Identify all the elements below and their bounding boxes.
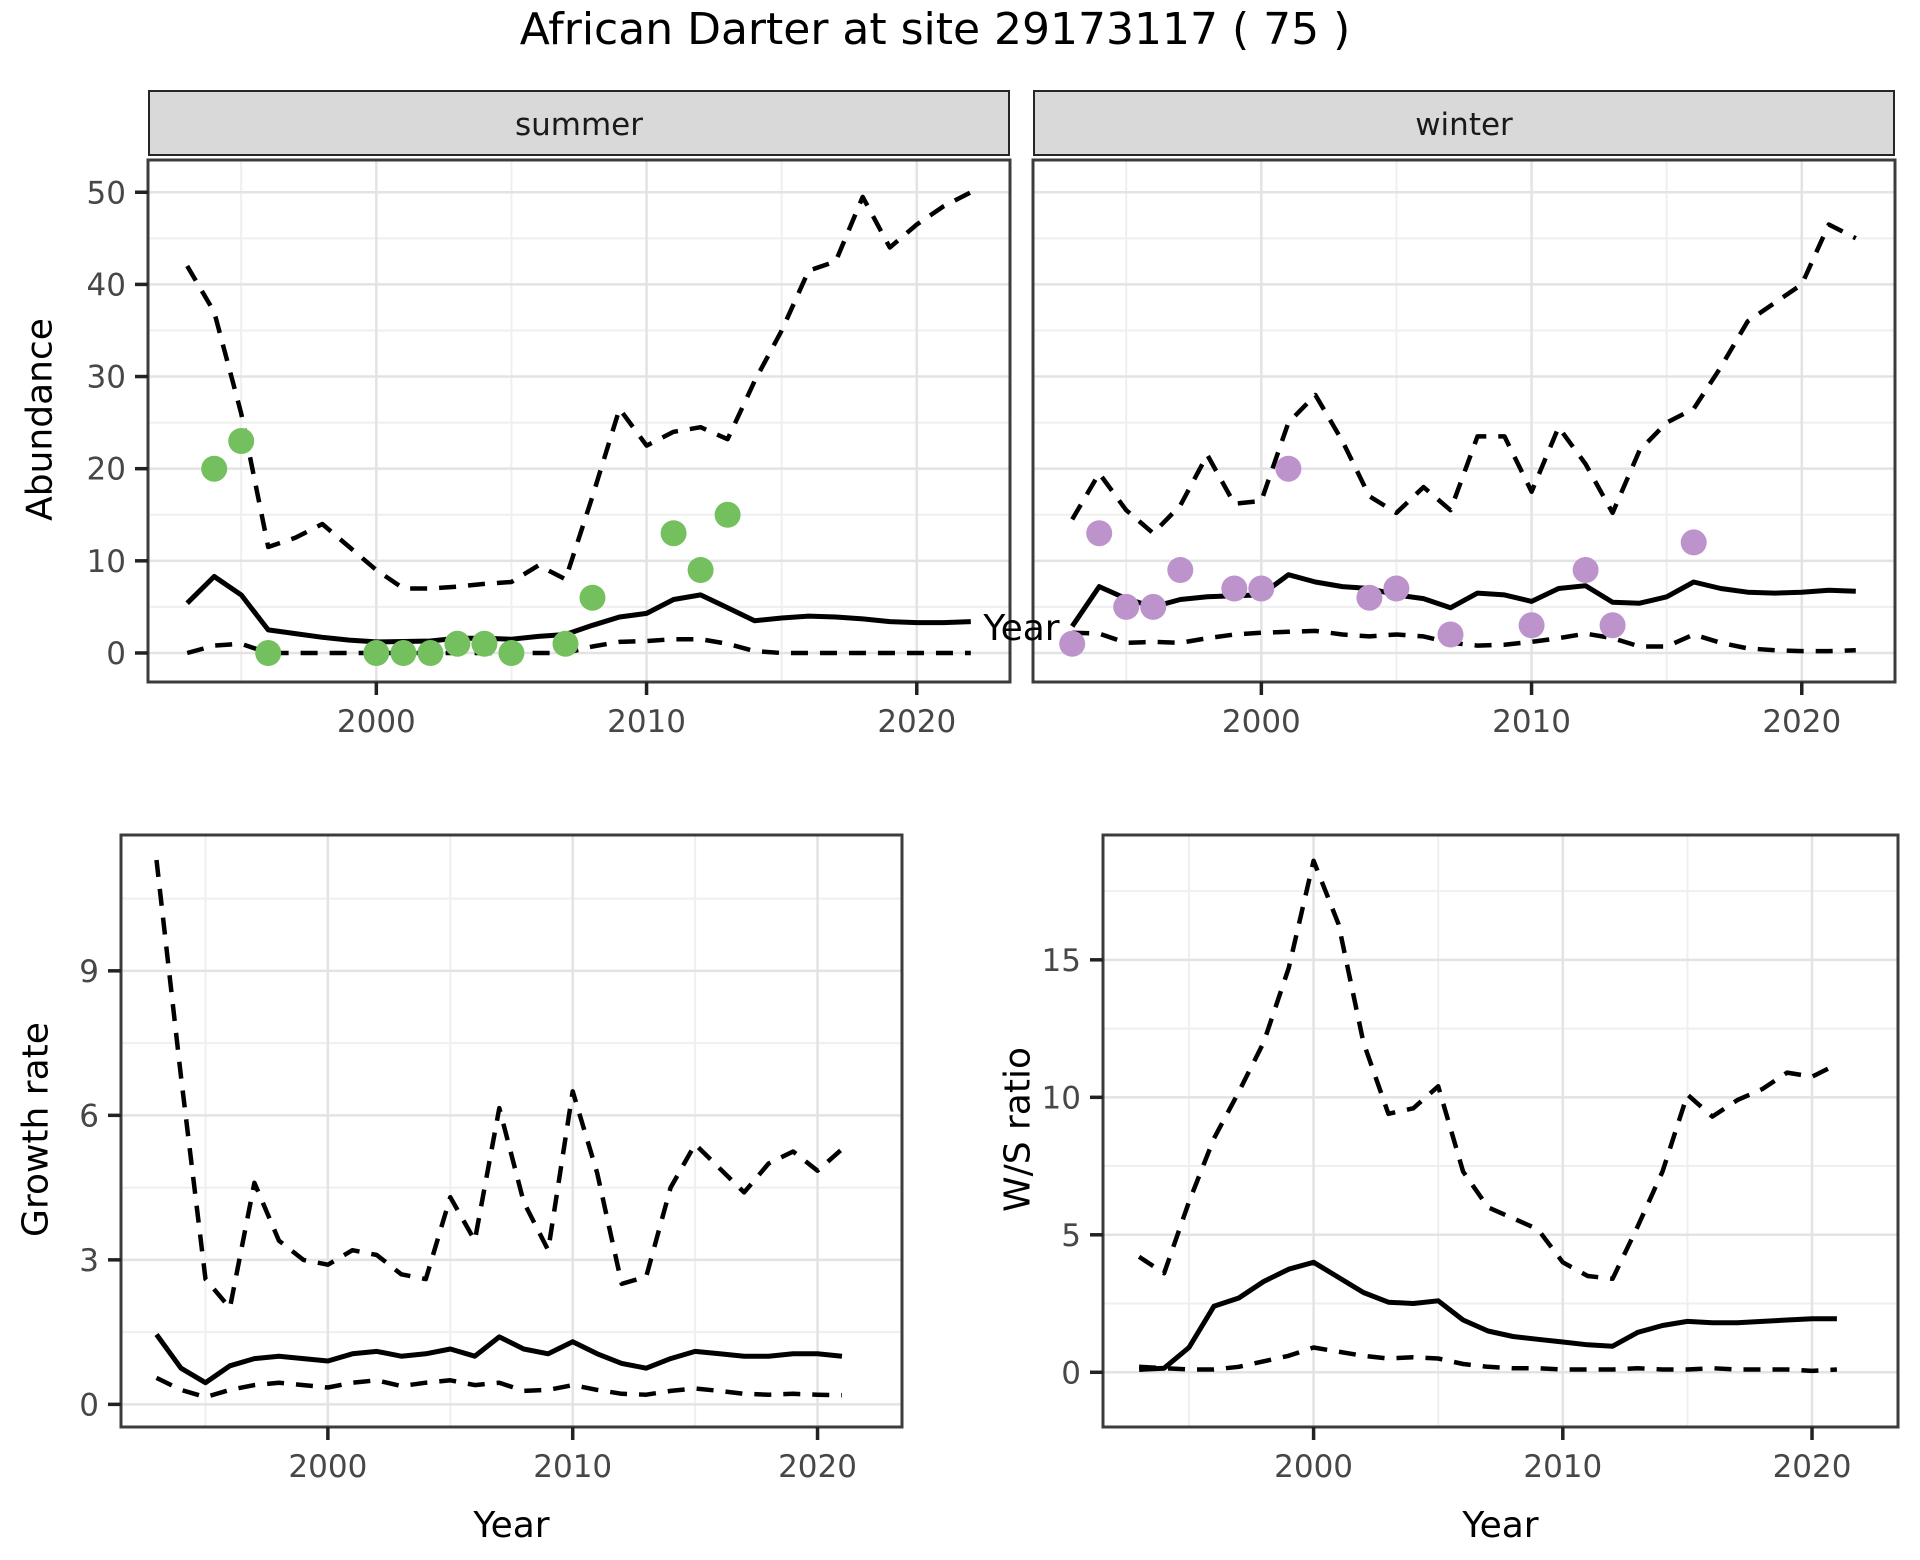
panel-abundance_winter: 2000 2010 2020: [1031, 158, 1897, 740]
data-point-abundance_summer: [363, 640, 390, 666]
facet-strip-winter: winter: [1033, 90, 1895, 156]
y-tick-label: 0: [79, 1387, 99, 1423]
data-point-abundance_winter: [1680, 529, 1707, 556]
y-tick-label: 0: [1061, 1355, 1081, 1391]
y-tick-label: 0: [106, 636, 126, 672]
series-lower_ci: [1072, 628, 1856, 654]
data-point-abundance_winter: [1437, 621, 1464, 648]
data-point-abundance_winter: [1248, 575, 1275, 602]
data-point-abundance_summer: [228, 428, 255, 454]
series-lower_ci: [1138, 1345, 1838, 1374]
data-point-abundance_summer: [390, 640, 417, 666]
x-tick-label: 2000: [1274, 1449, 1353, 1485]
data-point-abundance_winter: [1383, 575, 1410, 602]
data-point-abundance_winter: [1140, 593, 1167, 620]
data-point-abundance_summer: [714, 501, 741, 528]
x-tick-label: 2020: [778, 1449, 857, 1485]
y-tick-label: 20: [87, 452, 126, 488]
x-tick-label: 2020: [1762, 704, 1841, 740]
facet-strip-winter-label: winter: [1415, 107, 1513, 143]
x-tick-label: 2010: [1523, 1449, 1602, 1485]
data-point-abundance_summer: [552, 630, 579, 657]
y-axis-title-growth-rate: Growth rate: [15, 1022, 57, 1237]
data-point-abundance_summer: [201, 455, 228, 482]
y-axis-title-ws-ratio: W/S ratio: [997, 1046, 1039, 1213]
y-tick-label: 40: [87, 267, 126, 303]
data-point-abundance_summer: [687, 557, 714, 583]
data-point-abundance_winter: [1113, 593, 1140, 620]
data-point-abundance_winter: [1275, 455, 1302, 482]
data-point-abundance_summer: [579, 584, 606, 611]
data-point-abundance_winter: [1086, 520, 1113, 547]
panel-ws_ratio: 2000 2010 2020 0 5 10 15: [1042, 833, 1900, 1485]
x-axis-title-year-bottom-left: Year: [473, 1505, 550, 1546]
facet-strip-summer: summer: [148, 90, 1010, 156]
data-point-abundance_winter: [1572, 557, 1599, 583]
y-tick-label: 9: [79, 954, 99, 990]
series-median: [1138, 1259, 1837, 1372]
series-lower_ci: [155, 1375, 843, 1400]
data-point-abundance_winter: [1356, 584, 1383, 611]
x-tick-label: 2010: [607, 704, 686, 740]
x-axis-title-year-bottom-right: Year: [1462, 1505, 1539, 1546]
data-point-abundance_winter: [1599, 612, 1626, 639]
y-tick-label: 15: [1042, 943, 1081, 979]
x-tick-label: 2000: [288, 1449, 367, 1485]
data-point-abundance_winter: [1167, 557, 1194, 583]
y-tick-label: 3: [79, 1243, 99, 1279]
data-point-abundance_summer: [417, 640, 444, 666]
series-median: [154, 1333, 843, 1386]
y-tick-label: 6: [79, 1098, 99, 1134]
x-tick-label: 2020: [1773, 1449, 1852, 1485]
facet-strip-summer-label: summer: [514, 107, 643, 143]
data-point-abundance_winter: [1518, 612, 1545, 639]
x-tick-label: 2020: [877, 704, 956, 740]
data-point-abundance_summer: [471, 630, 498, 657]
series-median: [1070, 572, 1856, 628]
panel-growth_rate: 2000 2010 2020 0 3 6 9: [79, 833, 904, 1485]
series-median: [185, 574, 971, 645]
x-axis-title-year-top: Year: [983, 608, 1060, 649]
x-tick-label: 2000: [1222, 704, 1301, 740]
y-axis-title-abundance: Abundance: [19, 318, 61, 521]
data-point-abundance_winter: [1221, 575, 1248, 602]
y-tick-label: 50: [87, 175, 126, 211]
y-tick-label: 30: [87, 360, 126, 396]
series-upper_ci: [1137, 858, 1838, 1282]
data-point-abundance_summer: [660, 520, 687, 547]
x-tick-label: 2010: [533, 1449, 612, 1485]
chart-title: African Darter at site 29173117 ( 75 ): [519, 4, 1351, 55]
data-point-abundance_winter: [1059, 630, 1086, 657]
data-point-abundance_summer: [444, 630, 471, 657]
series-upper_ci: [185, 190, 972, 591]
y-tick-label: 5: [1061, 1218, 1081, 1254]
x-tick-label: 2010: [1492, 704, 1571, 740]
data-point-abundance_summer: [255, 640, 282, 666]
series-upper_ci: [154, 859, 844, 1311]
data-point-abundance_summer: [498, 640, 525, 666]
x-tick-label: 2000: [337, 704, 416, 740]
y-tick-label: 10: [1042, 1080, 1081, 1116]
panel-abundance_summer: 2000 2010 2020 0 10 20 30 40 50: [87, 158, 1012, 740]
y-tick-label: 10: [87, 544, 126, 580]
